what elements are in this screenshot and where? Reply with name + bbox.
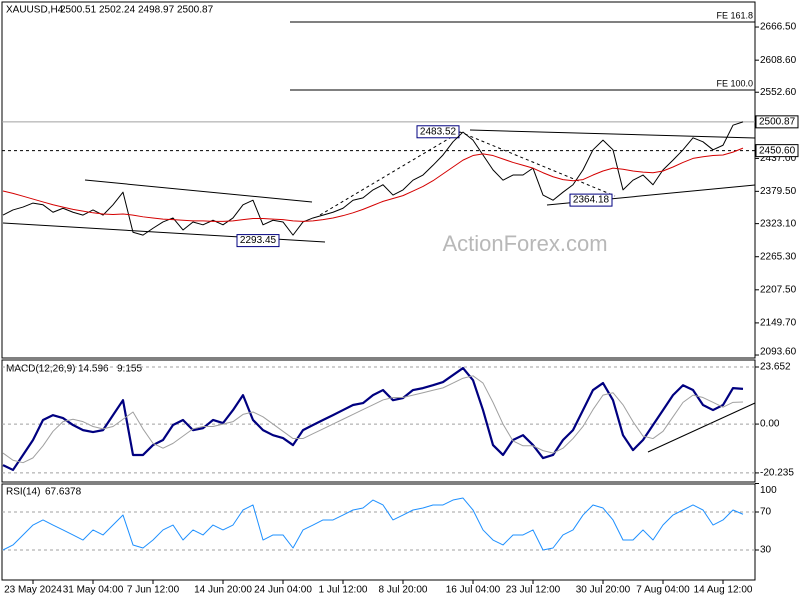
header-value: 2502.24 (99, 5, 136, 16)
y-tick-label: 0.00 (760, 419, 780, 430)
x-tick-label: 8 Jul 20:00 (379, 585, 428, 596)
x-tick-label: 23 Jul 12:00 (506, 585, 561, 596)
x-tick-label: 7 Aug 04:00 (636, 585, 690, 596)
y-tick-label: 2207.50 (760, 284, 797, 295)
y-tick-label: 2323.10 (760, 218, 797, 229)
watermark: ActionForex.com (442, 231, 607, 256)
x-tick-label: 31 May 04:00 (63, 585, 124, 596)
macd-trendline (647, 402, 756, 453)
price-panel (1, 1, 756, 359)
x-tick-label: 16 Jul 04:00 (446, 585, 501, 596)
y-tick-label: -20.235 (760, 468, 794, 479)
level-box (755, 115, 799, 129)
y-tick-label: 2093.60 (760, 347, 797, 358)
series-line (2, 375, 744, 464)
series-line (2, 497, 744, 551)
panel-title: XAUUSD,H4 (6, 5, 64, 16)
y-tick-label: 2437.00 (760, 153, 797, 164)
y-tick-label: 23.652 (760, 362, 791, 373)
y-tick-label: 70 (760, 507, 772, 518)
y-tick-label: 100 (760, 485, 777, 496)
level-label: 2450.60 (759, 145, 796, 156)
pivot-label: 2364.18 (573, 195, 610, 206)
x-tick-label: 23 May 2024 (4, 585, 62, 596)
x-tick-label: 14 Jun 20:00 (194, 585, 252, 596)
pivot-box (416, 125, 460, 139)
fib-label: FE 161.8 (716, 10, 753, 20)
pivot-box (236, 234, 280, 248)
level-label: 2500.87 (759, 116, 796, 127)
header-value: 2500.51 (60, 5, 97, 16)
series-line (2, 366, 744, 472)
header-value: 14.596 (78, 364, 109, 375)
macd-panel (1, 359, 756, 483)
rsi-panel (1, 483, 756, 581)
header-value: 2498.97 (138, 5, 175, 16)
y-tick-label: 2608.60 (760, 55, 797, 66)
x-tick-label: 30 Jul 20:00 (576, 585, 631, 596)
y-tick-label: 2552.60 (760, 87, 797, 98)
x-tick-label: 1 Jul 12:00 (319, 585, 368, 596)
x-tick-label: 24 Jun 04:00 (254, 585, 312, 596)
header-value: 2500.87 (177, 5, 214, 16)
fib-label: FE 100.0 (716, 78, 753, 88)
channel-upper (84, 179, 313, 203)
panel-title: MACD(12,26,9) (6, 364, 75, 375)
y-tick-label: 2265.30 (760, 251, 797, 262)
x-tick-label: 7 Jun 12:00 (127, 585, 180, 596)
triangle-upper (469, 129, 756, 139)
series-line (2, 147, 744, 222)
y-tick-label: 30 (760, 545, 772, 556)
y-tick-label: 2149.70 (760, 318, 797, 329)
y-tick-label: 2379.50 (760, 186, 797, 197)
level-box (755, 144, 799, 158)
series-line (2, 121, 744, 236)
header-value: 67.6378 (45, 487, 82, 498)
pivot-label: 2483.52 (420, 126, 457, 137)
pivot-label: 2293.45 (240, 235, 277, 246)
panel-title: RSI(14) (6, 487, 40, 498)
projection (319, 131, 616, 216)
x-tick-label: 14 Aug 12:00 (694, 585, 753, 596)
pivot-box (569, 193, 613, 207)
header-value: 9.155 (117, 364, 142, 375)
y-tick-label: 2666.50 (760, 22, 797, 33)
